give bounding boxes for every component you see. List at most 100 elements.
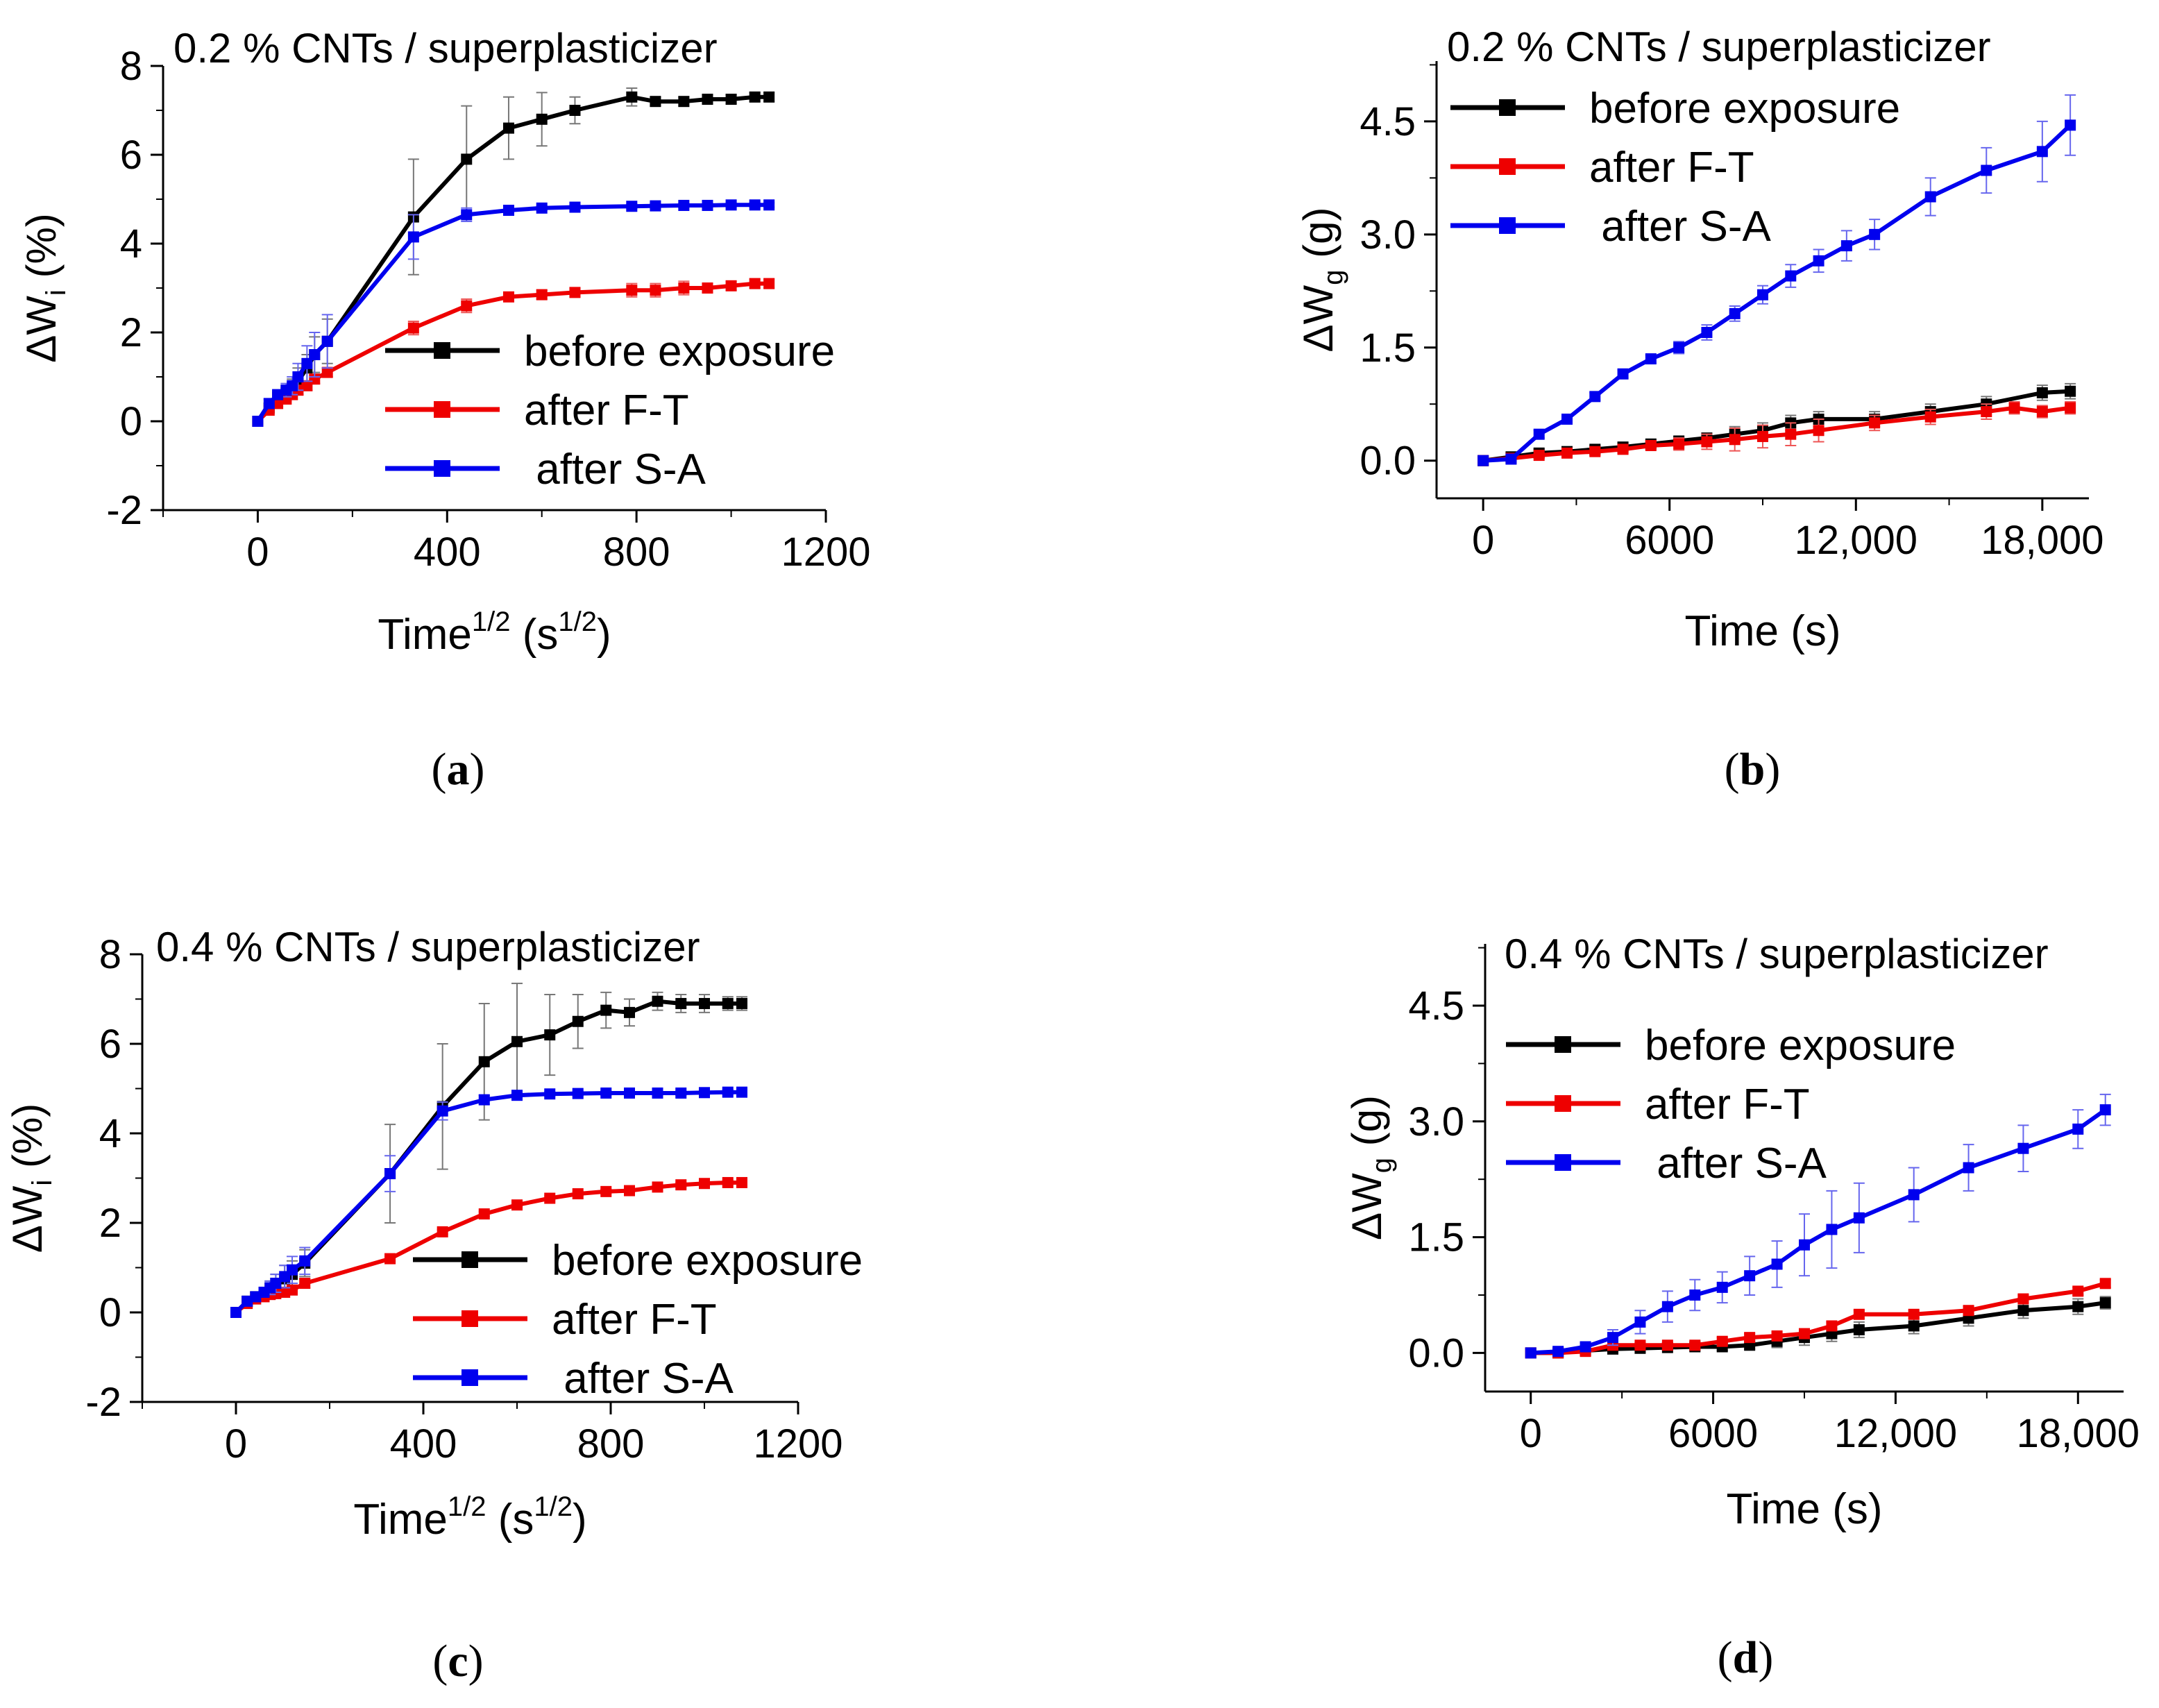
data-point xyxy=(1716,1281,1728,1293)
data-point xyxy=(1853,1212,1865,1224)
data-point xyxy=(1785,270,1797,282)
y-axis-label-unit: (%) xyxy=(18,213,65,289)
panel-label-letter: a xyxy=(447,744,470,795)
data-point xyxy=(1645,439,1657,451)
data-point xyxy=(2065,402,2076,414)
y-axis-label-main: ΔW xyxy=(1295,285,1341,352)
data-point xyxy=(725,280,737,291)
x-axis-label-unit-end: ) xyxy=(597,611,611,659)
data-point xyxy=(1561,413,1573,425)
data-point xyxy=(1981,406,1992,418)
legend-label: after S-A xyxy=(524,446,706,493)
series-line xyxy=(255,203,770,423)
x-axis-label-main: Time xyxy=(353,1496,447,1544)
panel-label-paren: ) xyxy=(468,1636,484,1686)
data-point xyxy=(652,1181,663,1193)
legend-entry: after S-A xyxy=(413,1355,734,1403)
data-point xyxy=(1963,1305,1974,1317)
data-point xyxy=(1617,368,1629,380)
data-point xyxy=(1785,428,1797,440)
data-point xyxy=(2072,1301,2084,1312)
panel-label-letter: b xyxy=(1740,744,1766,795)
data-point xyxy=(1840,240,1852,252)
x-tick-label: 800 xyxy=(603,530,670,575)
chart-panel-c: 0 400 800 1200 -2 0 2 4 6 8 0.4 % CNTs / superplas… xyxy=(4,924,863,1686)
data-point xyxy=(699,1178,710,1190)
data-point xyxy=(624,1006,635,1018)
panel-label-paren: ( xyxy=(432,744,447,795)
data-point xyxy=(736,1086,747,1098)
data-point xyxy=(650,96,661,108)
panel-label: (c) xyxy=(432,1636,483,1686)
data-point xyxy=(263,398,275,409)
legend-swatch-marker xyxy=(462,1251,478,1268)
y-axis-label: ΔWi (%) xyxy=(4,1104,58,1253)
legend-swatch-marker xyxy=(434,401,450,418)
y-tick-label: 4.5 xyxy=(1360,99,1416,144)
data-point xyxy=(763,91,775,103)
data-point xyxy=(725,94,737,105)
data-point xyxy=(600,1087,612,1099)
legend-entry: after S-A xyxy=(385,446,706,493)
y-axis-label-unit: (g) xyxy=(1295,208,1341,270)
data-point xyxy=(626,285,638,296)
x-tick-label: 1200 xyxy=(753,1421,843,1466)
data-point xyxy=(321,366,333,378)
data-point xyxy=(287,380,298,391)
data-point xyxy=(1869,228,1881,240)
data-point xyxy=(678,96,690,108)
legend-swatch-marker xyxy=(434,342,450,359)
data-point xyxy=(301,357,313,369)
legend-entry: before exposure xyxy=(413,1237,863,1285)
data-point xyxy=(544,1088,556,1100)
x-axis-label-superscript: 1/2 xyxy=(448,1491,486,1522)
data-point xyxy=(1771,1258,1783,1270)
data-point xyxy=(478,1056,490,1067)
y-tick-label: 0 xyxy=(120,399,142,444)
chart-panel-b: 0 6000 12,000 18,000 0.0 1.5 3.0 4.5 0.2 % CNTs … xyxy=(1295,24,2104,795)
x-tick-label: 400 xyxy=(414,530,481,575)
data-point xyxy=(1744,1332,1756,1344)
data-point xyxy=(1589,391,1601,403)
x-axis-label-superscript: 1/2 xyxy=(472,607,511,637)
data-point xyxy=(1757,289,1768,301)
series-1 xyxy=(1478,400,2076,466)
data-point xyxy=(1533,428,1545,440)
data-point xyxy=(536,202,548,214)
data-point xyxy=(722,1176,734,1188)
data-point xyxy=(1689,1339,1701,1351)
x-tick-label: 0 xyxy=(1472,518,1494,563)
data-point xyxy=(384,1253,396,1265)
data-point xyxy=(600,1185,612,1197)
x-tick-label: 0 xyxy=(246,530,269,575)
data-point xyxy=(437,1226,448,1237)
panel-label: (b) xyxy=(1725,744,1781,795)
legend-entry: after S-A xyxy=(1450,203,1772,251)
y-axis-label: ΔWi (%) xyxy=(18,213,71,363)
panel-label-letter: d xyxy=(1733,1632,1759,1683)
data-point xyxy=(1661,1301,1673,1312)
data-point xyxy=(1813,255,1824,267)
data-point xyxy=(502,122,514,134)
data-point xyxy=(1729,434,1741,446)
data-point xyxy=(1645,353,1657,365)
x-axis-label-unit: (s xyxy=(486,1496,534,1544)
x-tick-label: 6000 xyxy=(1625,518,1714,563)
data-point xyxy=(675,1087,687,1099)
data-point xyxy=(1771,1330,1783,1342)
data-point xyxy=(292,371,304,382)
data-point xyxy=(1908,1308,1920,1320)
y-axis-label-unit: (%) xyxy=(4,1104,51,1180)
data-point xyxy=(699,997,710,1009)
data-point xyxy=(2017,1305,2029,1317)
data-point xyxy=(749,199,761,211)
data-point xyxy=(572,1015,584,1027)
legend-entry: before exposure xyxy=(1506,1022,1956,1069)
data-point xyxy=(722,997,734,1009)
legend-entry: after F-T xyxy=(1506,1081,1810,1128)
y-tick-label: 4 xyxy=(99,1111,121,1156)
x-tick-label: 0 xyxy=(1520,1411,1542,1456)
legend-label: before exposure xyxy=(1645,1022,1956,1069)
data-point xyxy=(702,94,713,105)
